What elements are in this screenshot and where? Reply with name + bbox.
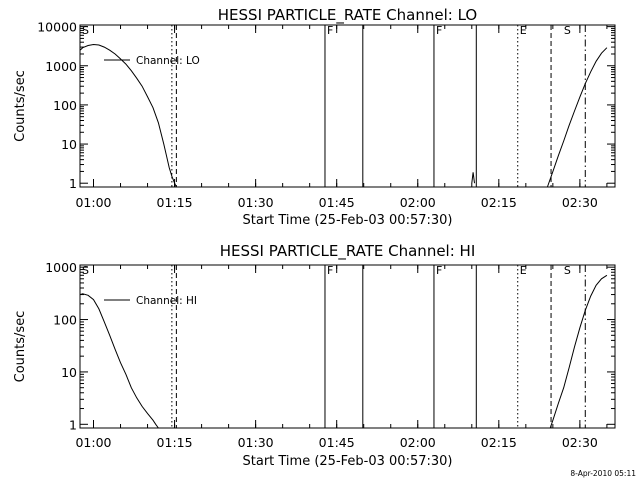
x-tick-label: 01:30 — [238, 435, 274, 450]
chart-bottom: HESSI PARTICLE_RATE Channel: HI 01:00 01:1… — [13, 242, 616, 469]
legend-label: Channel: HI — [136, 295, 197, 307]
x-tick-label: 01:00 — [75, 435, 111, 450]
y-tick-label: 1000 — [45, 260, 77, 275]
y-tick-label: 10000 — [37, 20, 77, 35]
x-tick-label: 02:00 — [400, 435, 436, 450]
x-tick-label: 02:00 — [400, 195, 436, 210]
y-axis-label: Counts/sec — [13, 70, 28, 142]
annotation-f: F — [436, 24, 442, 37]
footer-stamp: 8-Apr-2010 05:11 — [570, 469, 636, 478]
annotation-s: S — [564, 24, 571, 37]
y-axis-label: Counts/sec — [13, 311, 28, 383]
x-tick-label: 02:30 — [562, 195, 598, 210]
y-tick-label: 10 — [61, 137, 77, 152]
y-tick-label: 10 — [61, 365, 77, 380]
series-line — [549, 274, 608, 429]
annotation-e: E — [520, 264, 527, 277]
x-tick-label: 01:00 — [75, 195, 111, 210]
x-tick-label: 02:15 — [481, 435, 517, 450]
x-axis-label: Start Time (25-Feb-03 00:57:30) — [243, 454, 453, 469]
y-tick-label: 100 — [53, 313, 77, 328]
y-tick-label: 1 — [69, 417, 77, 432]
x-tick-label: 01:45 — [319, 195, 355, 210]
y-tick-label: 1 — [69, 176, 77, 191]
annotation-s: S — [82, 24, 89, 37]
annotation-e: E — [520, 24, 527, 37]
annotation-f: F — [327, 264, 333, 277]
series-line — [79, 43, 177, 188]
y-tick-label: 1000 — [45, 59, 77, 74]
series-line — [471, 172, 475, 184]
x-tick-label: 02:15 — [481, 195, 517, 210]
x-axis-label: Start Time (25-Feb-03 00:57:30) — [243, 213, 453, 228]
plot-frame — [79, 264, 616, 429]
legend-label: Channel: LO — [136, 55, 200, 67]
annotation-f: F — [436, 264, 442, 277]
series-line — [546, 47, 608, 188]
x-tick-label: 01:45 — [319, 435, 355, 450]
chart-title: HESSI PARTICLE_RATE Channel: HI — [220, 242, 476, 261]
x-tick-label: 02:30 — [562, 435, 598, 450]
annotation-f: F — [327, 24, 333, 37]
x-tick-label: 01:30 — [238, 195, 274, 210]
x-tick-label: 01:15 — [157, 195, 193, 210]
y-tick-label: 100 — [53, 98, 77, 113]
chart-title: HESSI PARTICLE_RATE Channel: LO — [218, 6, 477, 25]
plot-frame — [79, 24, 616, 188]
chart-top: HESSI PARTICLE_RATE Channel: LO 01:00 01:1… — [13, 6, 616, 228]
x-tick-label: 01:15 — [157, 435, 193, 450]
series-line — [79, 293, 159, 429]
annotation-s: S — [564, 264, 571, 277]
annotation-s: S — [82, 264, 89, 277]
